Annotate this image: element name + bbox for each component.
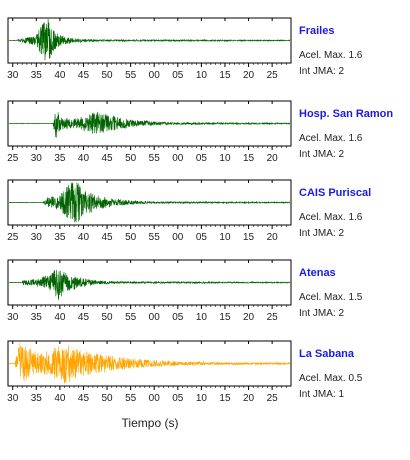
station-name: CAIS Puriscal <box>299 187 372 199</box>
x-tick-label: 55 <box>149 232 161 243</box>
x-tick-label: 25 <box>7 153 19 164</box>
x-tick-label: 10 <box>219 232 231 243</box>
x-tick-label: 25 <box>267 312 279 323</box>
station-name: La Sabana <box>299 348 355 360</box>
x-tick-label: 30 <box>7 70 19 81</box>
x-tick-label: 40 <box>78 232 90 243</box>
station-acel: Acel. Max. 1.6 <box>299 212 363 223</box>
x-tick-label: 55 <box>125 70 137 81</box>
station-intensity: Int JMA: 2 <box>299 308 345 319</box>
x-tick-label: 45 <box>101 153 113 164</box>
x-tick-label: 15 <box>219 312 231 323</box>
panel-2: 25 30 35 40 45 50 55 00 05 10 15 20 <box>7 179 292 243</box>
x-tick-label: 30 <box>7 312 19 323</box>
x-tick-label: 55 <box>125 393 137 404</box>
station-acel: Acel. Max. 1.6 <box>299 50 363 61</box>
x-tick-label: 10 <box>196 312 208 323</box>
waveform-trace <box>8 19 291 61</box>
x-tick-label: 15 <box>243 153 255 164</box>
station-acel: Acel. Max. 1.6 <box>299 133 363 144</box>
x-tick-label: 55 <box>125 312 137 323</box>
station-name: Hosp. San Ramon <box>299 108 394 120</box>
x-tick-label: 10 <box>196 393 208 404</box>
x-tick-label: 00 <box>172 232 184 243</box>
station-acel: Acel. Max. 0.5 <box>299 373 363 384</box>
x-tick-label: 35 <box>31 393 43 404</box>
x-tick-label: 00 <box>149 393 161 404</box>
x-tick-label: 50 <box>101 312 113 323</box>
station-intensity: Int JMA: 2 <box>299 149 345 160</box>
station-acel: Acel. Max. 1.5 <box>299 292 363 303</box>
waveform-trace <box>8 182 291 223</box>
panel-1: 25 30 35 40 45 50 55 00 05 10 15 20 <box>7 100 292 164</box>
x-tick-label: 35 <box>31 70 43 81</box>
x-tick-label: 50 <box>125 232 137 243</box>
x-tick-label: 10 <box>219 153 231 164</box>
x-tick-label: 40 <box>54 70 66 81</box>
waveform-trace <box>9 269 291 301</box>
x-tick-label: 50 <box>101 393 113 404</box>
x-tick-label: 25 <box>7 232 19 243</box>
x-tick-label: 45 <box>78 312 90 323</box>
panel-3: 30 35 40 45 50 55 00 05 10 15 20 25 <box>7 259 292 323</box>
x-tick-label: 05 <box>172 70 184 81</box>
x-tick-label: 30 <box>7 393 19 404</box>
x-tick-label: 20 <box>243 393 255 404</box>
station-intensity: Int JMA: 2 <box>299 66 345 77</box>
x-tick-label: 05 <box>196 153 208 164</box>
x-tick-label: 30 <box>31 153 43 164</box>
panel-4: 30 35 40 45 50 55 00 05 10 15 20 25 <box>7 340 292 404</box>
x-tick-label: 05 <box>172 393 184 404</box>
x-tick-label: 00 <box>172 153 184 164</box>
x-tick-label: 00 <box>149 312 161 323</box>
x-tick-label: 40 <box>54 393 66 404</box>
waveform-trace <box>8 342 291 384</box>
x-tick-label: 25 <box>267 70 279 81</box>
x-tick-label: 55 <box>149 153 161 164</box>
waveform-trace <box>8 111 291 138</box>
x-tick-label: 40 <box>54 312 66 323</box>
station-name: Atenas <box>299 267 336 279</box>
station-name: Frailes <box>299 25 335 37</box>
x-tick-label: 45 <box>78 393 90 404</box>
x-tick-label: 10 <box>196 70 208 81</box>
x-tick-label: 15 <box>243 232 255 243</box>
x-tick-label: 20 <box>267 153 279 164</box>
x-tick-label: 15 <box>219 393 231 404</box>
x-tick-label: 05 <box>172 312 184 323</box>
x-tick-label: 20 <box>267 232 279 243</box>
x-tick-label: 35 <box>31 312 43 323</box>
x-axis-label: Tiempo (s) <box>121 416 179 430</box>
x-tick-label: 00 <box>149 70 161 81</box>
x-tick-label: 20 <box>243 312 255 323</box>
x-tick-label: 50 <box>125 153 137 164</box>
panel-0: 30 35 40 45 50 55 00 05 10 15 20 25 <box>7 17 292 81</box>
x-tick-label: 35 <box>54 232 66 243</box>
x-tick-label: 40 <box>78 153 90 164</box>
x-tick-label: 30 <box>31 232 43 243</box>
x-tick-label: 45 <box>101 232 113 243</box>
x-tick-label: 15 <box>219 70 231 81</box>
x-tick-label: 05 <box>196 232 208 243</box>
x-tick-label: 50 <box>101 70 113 81</box>
x-tick-label: 45 <box>78 70 90 81</box>
x-tick-label: 20 <box>243 70 255 81</box>
x-tick-label: 25 <box>267 393 279 404</box>
x-tick-label: 35 <box>54 153 66 164</box>
station-intensity: Int JMA: 2 <box>299 228 345 239</box>
station-intensity: Int JMA: 1 <box>299 389 345 400</box>
